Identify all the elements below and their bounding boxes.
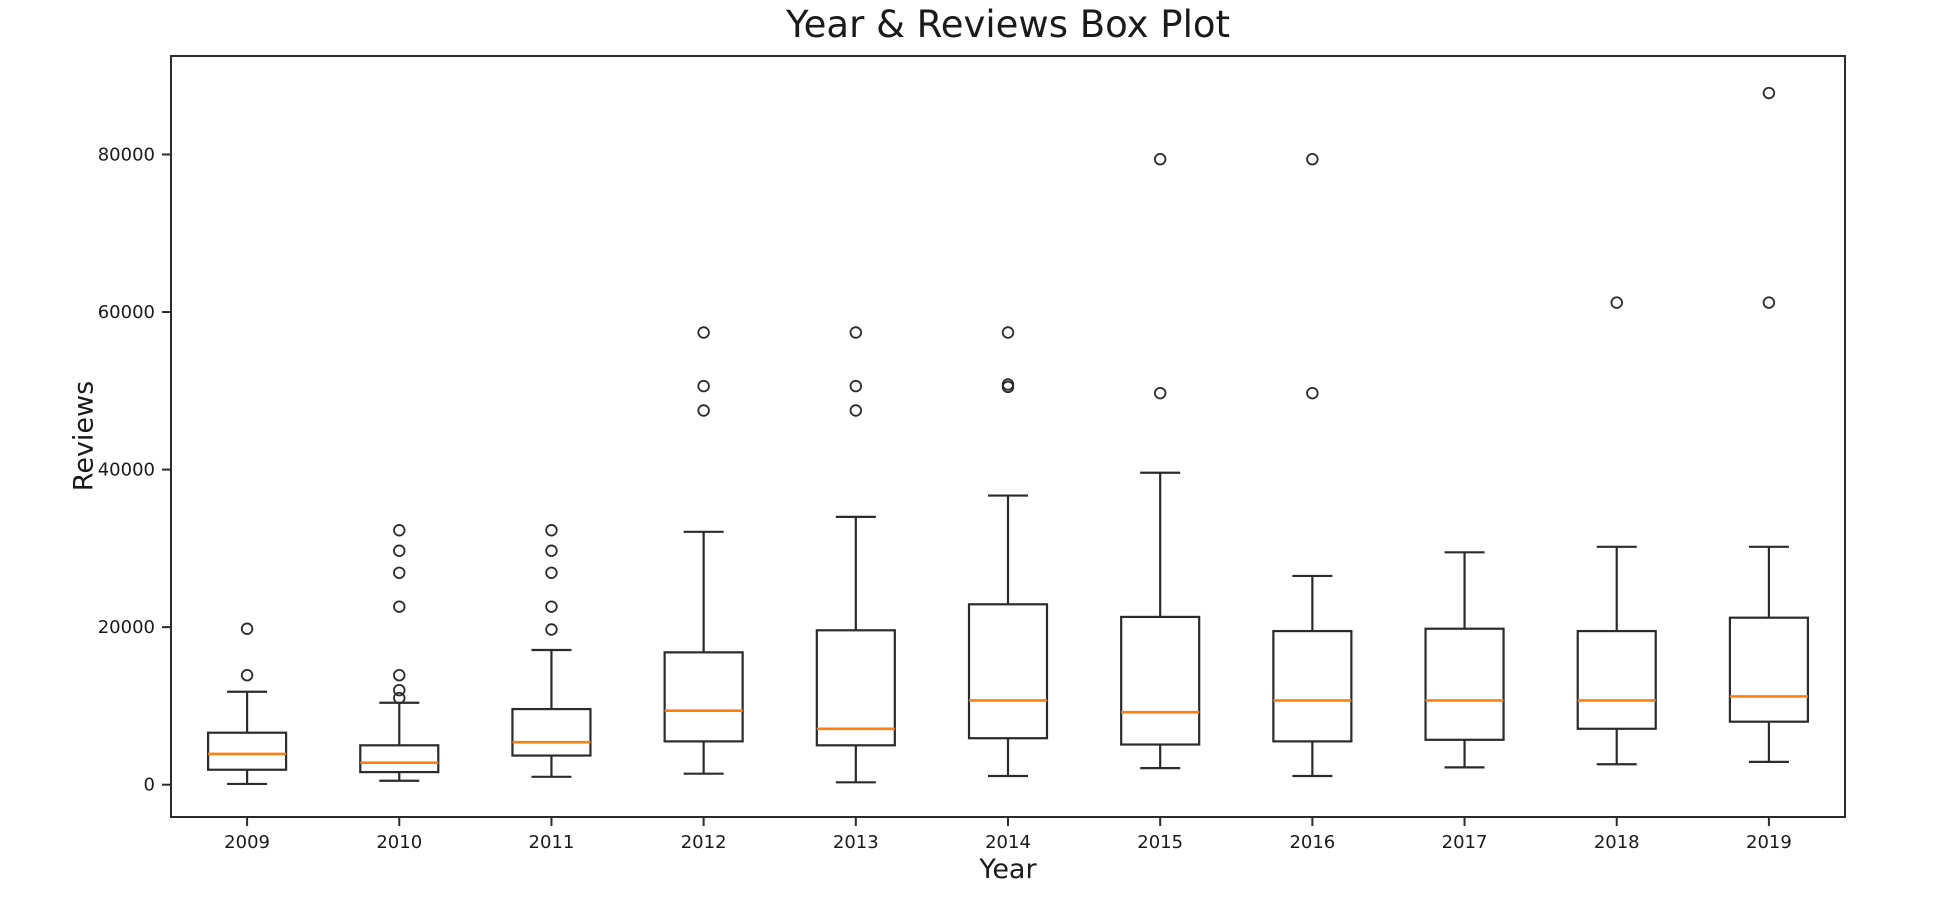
outlier-point: [1762, 86, 1776, 100]
outlier-point: [240, 622, 254, 635]
x-tick-label: 2015: [1137, 832, 1183, 853]
box-group-2019: [1728, 86, 1810, 763]
outlier-point: [393, 524, 406, 537]
plot-border: [170, 55, 1846, 818]
outlier-point: [1610, 296, 1623, 309]
outlier-point: [697, 404, 710, 417]
outlier-point: [393, 683, 406, 697]
box-rect: [1576, 629, 1657, 730]
outlier-point: [545, 623, 558, 636]
box-group-2009: [206, 622, 288, 786]
box-rect: [1424, 627, 1505, 741]
box-rect: [206, 731, 288, 771]
outlier-point: [849, 326, 863, 339]
outlier-point: [697, 326, 710, 339]
box-rect: [511, 707, 592, 757]
outlier-point: [1306, 386, 1319, 400]
y-tick-label: 80000: [98, 144, 155, 165]
outlier-point: [1153, 152, 1167, 166]
box-rect: [663, 651, 744, 743]
outlier-point: [240, 668, 254, 682]
box-group-2017: [1424, 551, 1505, 769]
box-rect: [815, 629, 896, 747]
outlier-point: [1762, 296, 1776, 309]
x-tick-label: 2010: [376, 832, 422, 853]
box-rect: [1728, 616, 1810, 723]
chart-title: Year & Reviews Box Plot: [785, 3, 1231, 46]
box-group-2013: [815, 326, 896, 784]
y-tick-label: 20000: [98, 617, 155, 638]
outlier-point: [545, 544, 558, 557]
box-group-2018: [1576, 296, 1657, 766]
box-rect: [359, 744, 440, 774]
box-group-2010: [359, 524, 440, 782]
outlier-point: [393, 544, 406, 557]
outlier-point: [393, 668, 406, 682]
box-rect: [1272, 629, 1353, 743]
outlier-point: [393, 600, 406, 613]
outlier-point: [849, 379, 863, 393]
outlier-point: [393, 691, 406, 705]
x-tick-label: 2016: [1289, 832, 1335, 853]
outlier-point: [545, 566, 558, 579]
outlier-point: [697, 379, 710, 393]
box-group-2016: [1272, 152, 1353, 778]
y-tick-label: 40000: [98, 460, 155, 481]
x-tick-label: 2013: [833, 832, 879, 853]
box-group-2014: [967, 326, 1049, 778]
x-tick-label: 2018: [1594, 832, 1640, 853]
outlier-point: [1001, 326, 1015, 339]
x-tick-label: 2009: [224, 832, 270, 853]
x-tick-label: 2017: [1442, 832, 1488, 853]
outlier-point: [1001, 378, 1015, 391]
x-tick-label: 2012: [681, 832, 727, 853]
box-rect: [1120, 615, 1201, 746]
y-tick-label: 0: [144, 775, 155, 796]
outlier-point: [545, 524, 558, 537]
x-axis-label: Year: [979, 854, 1037, 885]
box-group-2012: [663, 326, 744, 775]
y-tick-label: 60000: [98, 302, 155, 323]
x-tick-label: 2019: [1746, 832, 1792, 853]
x-tick-label: 2014: [985, 832, 1031, 853]
outlier-point: [545, 600, 558, 613]
outlier-point: [849, 404, 863, 417]
outlier-point: [1306, 152, 1319, 166]
box-rect: [967, 603, 1049, 740]
outlier-point: [393, 566, 406, 579]
outlier-point: [1153, 386, 1167, 400]
box-group-2011: [511, 524, 592, 778]
x-tick-label: 2011: [529, 832, 575, 853]
box-group-2015: [1120, 152, 1201, 770]
